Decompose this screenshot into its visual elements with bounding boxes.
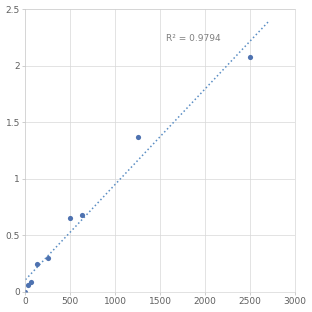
Text: R² = 0.9794: R² = 0.9794 <box>166 34 220 43</box>
Point <box>68 216 73 221</box>
Point <box>23 290 28 295</box>
Point <box>34 261 39 266</box>
Point <box>79 212 84 217</box>
Point <box>247 54 252 59</box>
Point <box>46 256 51 261</box>
Point <box>135 134 140 139</box>
Point <box>29 279 34 284</box>
Point <box>26 283 31 288</box>
